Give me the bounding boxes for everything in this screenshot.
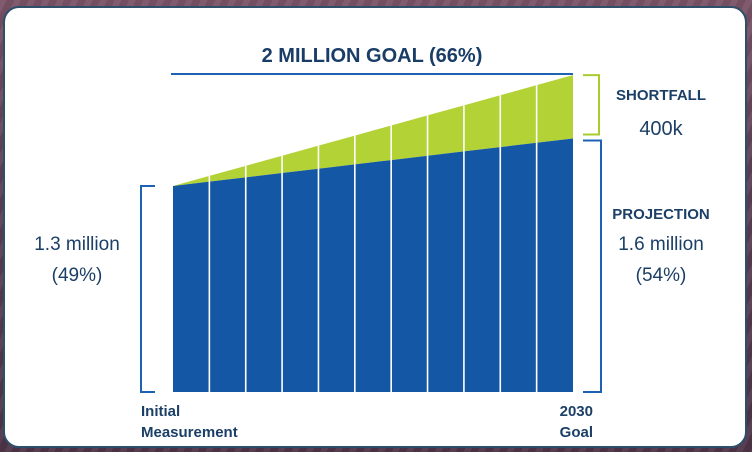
chart-title: 2 MILLION GOAL (66%) <box>262 45 483 67</box>
projection-bar-10 <box>500 142 537 392</box>
shortfall-segment-9 <box>463 95 501 152</box>
projection-bracket <box>583 139 602 393</box>
shortfall-segment-8 <box>427 105 464 156</box>
shortfall-segment-6 <box>354 125 392 165</box>
projection-bar-1 <box>173 181 210 392</box>
projection-bar-4 <box>282 168 319 392</box>
x-start-label-line2: Measurement <box>141 424 238 441</box>
baseline-value-label: 1.3 million <box>34 234 120 255</box>
shortfall-segment-7 <box>391 115 428 161</box>
shortfall-segment-4 <box>282 145 319 174</box>
baseline-bracket <box>140 185 155 393</box>
shortfall-segment-2 <box>209 165 246 182</box>
projection-bar-8 <box>427 151 464 392</box>
x-start-label-line1: Initial <box>141 403 180 420</box>
shortfall-segment-3 <box>245 155 283 178</box>
projection-heading: PROJECTION <box>612 206 710 223</box>
shortfall-heading: SHORTFALL <box>616 87 706 104</box>
projection-bar-9 <box>463 147 501 392</box>
projection-bar-2 <box>209 177 246 392</box>
shortfall-value-label: 400k <box>639 118 683 140</box>
projection-bar-7 <box>391 155 428 392</box>
chart-card: 2 MILLION GOAL (66%) 1.3 million (49%) S… <box>3 6 747 448</box>
projection-chart: 2 MILLION GOAL (66%) 1.3 million (49%) S… <box>34 45 710 441</box>
projection-value-label: 1.6 million <box>618 234 704 255</box>
projection-bar-11 <box>536 138 573 392</box>
projection-bar-3 <box>245 173 283 392</box>
projection-bar-6 <box>354 160 392 392</box>
shortfall-segment-11 <box>536 75 573 143</box>
baseline-percent-label: (49%) <box>52 265 103 286</box>
projection-bar-5 <box>318 164 355 392</box>
projection-percent-label: (54%) <box>636 265 687 286</box>
x-end-label-line2: Goal <box>560 424 593 441</box>
shortfall-segment-10 <box>500 85 537 148</box>
shortfall-segment-5 <box>318 135 355 169</box>
x-end-label-line1: 2030 <box>560 403 593 420</box>
shortfall-bracket <box>583 74 600 136</box>
shortfall-segment-1 <box>173 175 210 186</box>
